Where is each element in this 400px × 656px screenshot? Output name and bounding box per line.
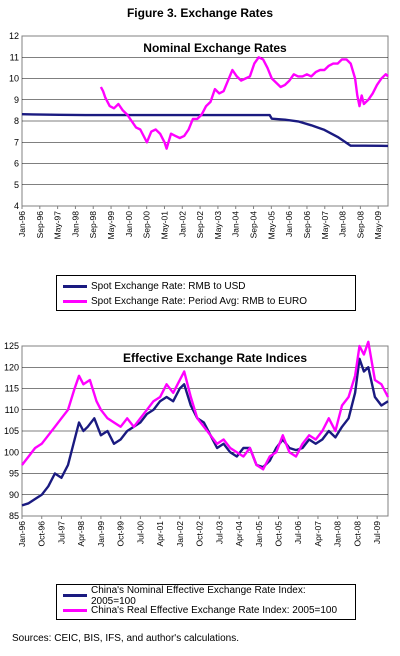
- legend-label-reer: China's Real Effective Exchange Rate Ind…: [91, 605, 338, 616]
- legend-label-rmb-euro: Spot Exchange Rate: Period Avg: RMB to E…: [91, 296, 308, 307]
- effective-chart-series-china-s-real-effective-exchange-rate-index-2005-100: [21, 340, 390, 471]
- effective-chart-x-tick-label: Oct-99: [116, 521, 126, 547]
- nominal-chart-y-tick-label: 8: [14, 116, 19, 126]
- nominal-chart-x-tick-label: May-97: [53, 211, 63, 240]
- legend-label-rmb-usd: Spot Exchange Rate: RMB to USD: [91, 281, 246, 292]
- effective-chart-x-tick-label: Oct-02: [195, 521, 205, 547]
- nominal-chart-x-tick-label: Jan-98: [70, 211, 80, 237]
- effective-chart-x-tick-label: Jul-03: [214, 521, 224, 544]
- nominal-chart-x-tick-label: May-03: [213, 211, 223, 240]
- legend-item-rmb-usd: Spot Exchange Rate: RMB to USD: [63, 279, 349, 294]
- effective-exchange-rate-chart: 85 90 95 100 105 110 115 120 125 Jan-96 Oct-96 Jul-…: [4, 340, 390, 547]
- nominal-chart-x-tick-label: May-05: [266, 211, 276, 240]
- effective-chart-x-tick-label: Jan-96: [17, 521, 27, 547]
- effective-chart-y-tick-label: 90: [9, 490, 19, 500]
- effective-chart-x-tick-label: Jan-05: [254, 521, 264, 547]
- effective-chart-x-tick-label: Apr-01: [155, 521, 165, 547]
- figure-title: Figure 3. Exchange Rates: [126, 6, 274, 20]
- effective-chart-x-tick-label: Apr-98: [76, 521, 86, 547]
- nominal-chart-x-tick-label: May-01: [159, 211, 169, 240]
- nominal-chart-x-tick-label: Jan-96: [17, 211, 27, 237]
- effective-chart-x-tick-label: Jan-99: [96, 521, 106, 547]
- nominal-chart-x-tick-label: Jan-08: [338, 211, 348, 237]
- nominal-chart-x-tick-label: Jan-04: [231, 211, 241, 237]
- effective-chart-x-tick-label: Jan-08: [333, 521, 343, 547]
- effective-chart-x-tick-label: Jul-00: [135, 521, 145, 544]
- nominal-chart-series-spot-exchange-rate-period-avg-rmb-to-euro: [99, 56, 389, 150]
- legend-swatch-neer: [63, 594, 87, 597]
- effective-chart-legend: China's Nominal Effective Exchange Rate …: [56, 584, 356, 620]
- nominal-chart-x-tick-label: Sep-98: [88, 211, 98, 239]
- nominal-chart-series-spot-exchange-rate-rmb-to-usd: [21, 113, 389, 148]
- sources-note: Sources: CEIC, BIS, IFS, and author's ca…: [12, 633, 240, 644]
- nominal-exchange-rates-chart: 4 5 6 7 8 9 10 11 12 Jan-96 Sep-96 May-97 Jan-98 Sep-…: [9, 31, 389, 240]
- nominal-chart-title: Nominal Exchange Rates: [143, 41, 287, 55]
- nominal-chart-x-tick-label: Sep-04: [249, 211, 259, 239]
- nominal-chart-x-tick-label: Sep-00: [142, 211, 152, 239]
- nominal-chart-y-tick-label: 6: [14, 159, 19, 169]
- legend-item-reer: China's Real Effective Exchange Rate Ind…: [63, 603, 349, 618]
- effective-chart-y-tick-label: 115: [5, 384, 19, 394]
- legend-swatch-rmb-usd: [63, 285, 87, 288]
- effective-chart-y-tick-label: 85: [9, 511, 19, 521]
- effective-chart-x-tick-label: Apr-07: [313, 521, 323, 547]
- effective-chart-series-china-s-nominal-effective-exchange-rate-index-2005-100: [21, 357, 389, 507]
- nominal-chart-x-tick-label: Sep-96: [35, 211, 45, 239]
- effective-chart-x-tick-label: Jul-09: [372, 521, 382, 544]
- effective-chart-y-tick-label: 125: [4, 341, 19, 351]
- nominal-chart-y-tick-label: 5: [14, 180, 19, 190]
- nominal-chart-x-tick-label: Sep-02: [195, 211, 205, 239]
- nominal-chart-legend: Spot Exchange Rate: RMB to USD Spot Exch…: [56, 275, 356, 311]
- effective-chart-y-tick-label: 120: [4, 362, 19, 372]
- effective-chart-title: Effective Exchange Rate Indices: [123, 351, 307, 365]
- nominal-chart-x-tick-label: Jan-02: [177, 211, 187, 237]
- effective-chart-y-tick-label: 110: [5, 405, 19, 415]
- nominal-chart-y-tick-label: 10: [9, 74, 19, 84]
- legend-swatch-rmb-euro: [63, 300, 87, 303]
- legend-swatch-reer: [63, 609, 87, 612]
- nominal-chart-x-tick-label: Sep-06: [302, 211, 312, 239]
- legend-item-neer: China's Nominal Effective Exchange Rate …: [63, 585, 349, 607]
- effective-chart-y-tick-label: 105: [4, 426, 19, 436]
- effective-chart-y-tick-label: 95: [9, 469, 19, 479]
- nominal-chart-x-tick-label: May-99: [106, 211, 116, 240]
- effective-chart-x-tick-label: Oct-05: [273, 521, 283, 547]
- nominal-chart-y-tick-label: 11: [10, 52, 19, 62]
- effective-chart-x-tick-label: Jan-02: [175, 521, 185, 547]
- nominal-chart-x-tick-label: Sep-08: [355, 211, 365, 239]
- effective-chart-x-tick-label: Apr-04: [234, 521, 244, 547]
- nominal-chart-x-tick-label: May-07: [320, 211, 330, 240]
- nominal-chart-x-tick-label: May-09: [373, 211, 383, 240]
- nominal-chart-y-tick-label: 4: [14, 201, 19, 211]
- nominal-chart-y-tick-label: 7: [14, 137, 19, 147]
- effective-chart-x-tick-label: Oct-96: [37, 521, 47, 547]
- legend-item-rmb-euro: Spot Exchange Rate: Period Avg: RMB to E…: [63, 294, 349, 309]
- nominal-chart-y-tick-label: 12: [9, 31, 19, 41]
- nominal-chart-y-tick-label: 9: [14, 95, 19, 105]
- nominal-chart-x-tick-label: Jan-06: [284, 211, 294, 237]
- effective-chart-x-tick-label: Oct-08: [352, 521, 362, 547]
- effective-chart-x-tick-label: Jul-97: [56, 521, 66, 544]
- effective-chart-x-tick-label: Jul-06: [293, 521, 303, 544]
- nominal-chart-x-tick-label: Jan-00: [124, 211, 134, 237]
- effective-chart-y-tick-label: 100: [4, 447, 19, 457]
- legend-label-neer: China's Nominal Effective Exchange Rate …: [91, 584, 306, 607]
